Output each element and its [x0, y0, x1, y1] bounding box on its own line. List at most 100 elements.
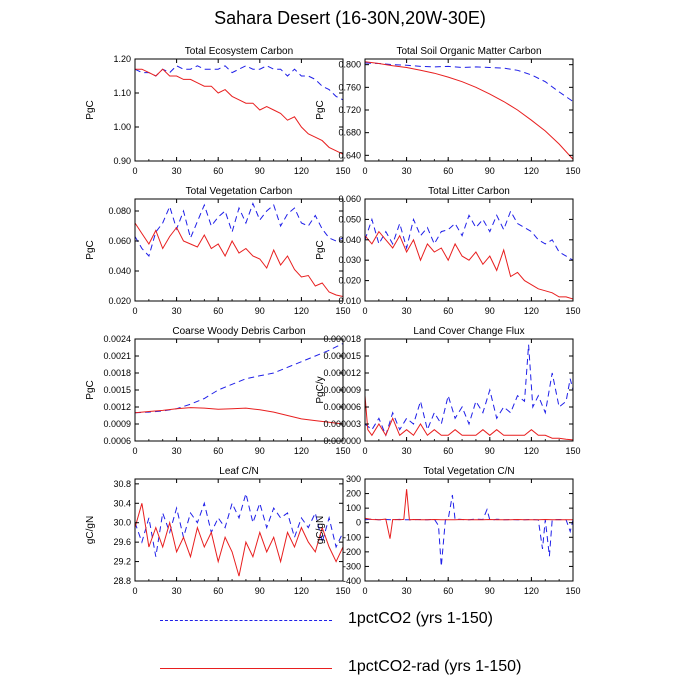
- series-line-1pctco2: [365, 344, 573, 437]
- y-tick-label: 29.2: [113, 557, 131, 567]
- y-tick-label: 0.0006: [103, 436, 131, 446]
- x-tick-label: 120: [524, 166, 539, 176]
- panel-title: Leaf C/N: [219, 466, 258, 477]
- x-tick-label: 0: [132, 166, 137, 176]
- x-tick-label: 120: [524, 446, 539, 456]
- y-axis-label: PgC/y: [315, 376, 326, 403]
- y-tick-label: 0.050: [338, 214, 361, 224]
- series-line-1pctco2: [365, 62, 573, 102]
- x-tick-label: 60: [213, 446, 223, 456]
- x-tick-label: 30: [172, 166, 182, 176]
- legend-item-1pctco2: 1pctCO2 (yrs 1-150): [160, 605, 680, 635]
- y-tick-label: 0.0021: [103, 351, 131, 361]
- y-tick-label: 300: [346, 474, 361, 484]
- y-axis-label: PgC: [85, 240, 96, 259]
- series-line-1pctco2: [135, 65, 343, 101]
- x-tick-label: 60: [443, 306, 453, 316]
- series-line-1pctco2: [135, 202, 343, 257]
- y-axis-label: PgC: [315, 100, 326, 119]
- legend-swatch-solid-red: [160, 668, 332, 669]
- plot-frame: [134, 58, 344, 162]
- y-tick-label: 0: [356, 518, 361, 528]
- y-tick-label: 0.010: [338, 296, 361, 306]
- y-tick-label: 29.6: [113, 537, 131, 547]
- x-tick-label: 30: [172, 446, 182, 456]
- figure-title: Sahara Desert (16-30N,20W-30E): [214, 8, 486, 28]
- x-tick-label: 150: [565, 306, 580, 316]
- y-tick-label: 0.000009: [323, 385, 361, 395]
- series-line-1pctco2-rad: [365, 61, 573, 160]
- x-tick-label: 30: [402, 446, 412, 456]
- x-tick-label: 60: [443, 446, 453, 456]
- x-tick-label: 90: [255, 446, 265, 456]
- y-tick-label: 0.0018: [103, 368, 131, 378]
- legend-label-1pctco2: 1pctCO2 (yrs 1-150): [348, 610, 493, 627]
- x-tick-label: 120: [294, 166, 309, 176]
- panel-2: Total Vegetation Carbon PgC 0 30 60 90 120 150 0…: [85, 186, 351, 316]
- legend-label-1pctco2-rad: 1pctCO2-rad (yrs 1-150): [348, 658, 522, 675]
- x-tick-label: 90: [255, 586, 265, 596]
- x-tick-label: 90: [255, 166, 265, 176]
- y-tick-label: 0.020: [338, 276, 361, 286]
- y-tick-label: -400: [343, 576, 361, 586]
- plot-frame: [134, 338, 344, 442]
- x-tick-label: 0: [132, 446, 137, 456]
- series-line-1pctco2-rad: [365, 489, 573, 539]
- x-tick-label: 60: [213, 306, 223, 316]
- x-tick-label: 150: [335, 166, 350, 176]
- series-line-1pctco2-rad: [135, 407, 343, 425]
- x-tick-label: 120: [294, 446, 309, 456]
- y-tick-label: 100: [346, 503, 361, 513]
- y-tick-label: 0.0024: [103, 334, 131, 344]
- y-tick-label: 1.10: [113, 88, 131, 98]
- y-tick-label: 30.8: [113, 479, 131, 489]
- x-tick-label: 90: [485, 446, 495, 456]
- panel-title: Total Litter Carbon: [428, 186, 510, 197]
- legend-item-1pctco2-rad: 1pctCO2-rad (yrs 1-150): [160, 653, 680, 683]
- y-tick-label: 0.020: [108, 296, 131, 306]
- y-tick-label: 1.00: [113, 122, 131, 132]
- series-line-1pctco2-rad: [135, 68, 343, 155]
- x-tick-label: 0: [362, 586, 367, 596]
- y-tick-label: 200: [346, 489, 361, 499]
- x-tick-label: 60: [443, 586, 453, 596]
- series-line-1pctco2: [365, 494, 573, 567]
- y-tick-label: 0.0009: [103, 419, 131, 429]
- y-tick-label: -200: [343, 547, 361, 557]
- series-line-1pctco2: [135, 491, 343, 557]
- panel-0: Total Ecosystem Carbon PgC 0 30 60 90 120 150 0.…: [85, 46, 351, 176]
- y-tick-label: 0.080: [108, 206, 131, 216]
- y-tick-label: 0.760: [338, 82, 361, 92]
- y-tick-label: 0.0015: [103, 385, 131, 395]
- x-tick-label: 60: [213, 166, 223, 176]
- y-tick-label: 28.8: [113, 576, 131, 586]
- y-axis-label: PgC: [85, 380, 96, 399]
- x-tick-label: 60: [443, 166, 453, 176]
- plot-frame: [364, 478, 574, 582]
- x-tick-label: 150: [335, 306, 350, 316]
- series-line-1pctco2: [135, 343, 343, 414]
- x-tick-label: 150: [335, 586, 350, 596]
- panel-5: Land Cover Change Flux PgC/y 0 30 60 90 120 150…: [315, 326, 581, 456]
- x-tick-label: 90: [255, 306, 265, 316]
- panel-title: Total Vegetation Carbon: [186, 186, 293, 197]
- panel-title: Total Vegetation C/N: [423, 466, 514, 477]
- panel-title: Total Ecosystem Carbon: [185, 46, 293, 57]
- y-tick-label: 0.90: [113, 156, 131, 166]
- y-tick-label: 0.0012: [103, 402, 131, 412]
- panel-title: Land Cover Change Flux: [413, 326, 524, 337]
- y-tick-label: 0.000015: [323, 351, 361, 361]
- plot-frame: [364, 58, 574, 162]
- x-tick-label: 0: [132, 586, 137, 596]
- plot-frame: [134, 478, 344, 582]
- y-tick-label: 0.040: [108, 266, 131, 276]
- y-tick-label: 0.000000: [323, 436, 361, 446]
- plot-frame: [134, 198, 344, 302]
- x-tick-label: 150: [335, 446, 350, 456]
- x-tick-label: 60: [213, 586, 223, 596]
- y-tick-label: 0.640: [338, 150, 361, 160]
- y-tick-label: 0.060: [338, 194, 361, 204]
- y-axis-label: gC/gN: [315, 516, 326, 544]
- x-tick-label: 150: [565, 166, 580, 176]
